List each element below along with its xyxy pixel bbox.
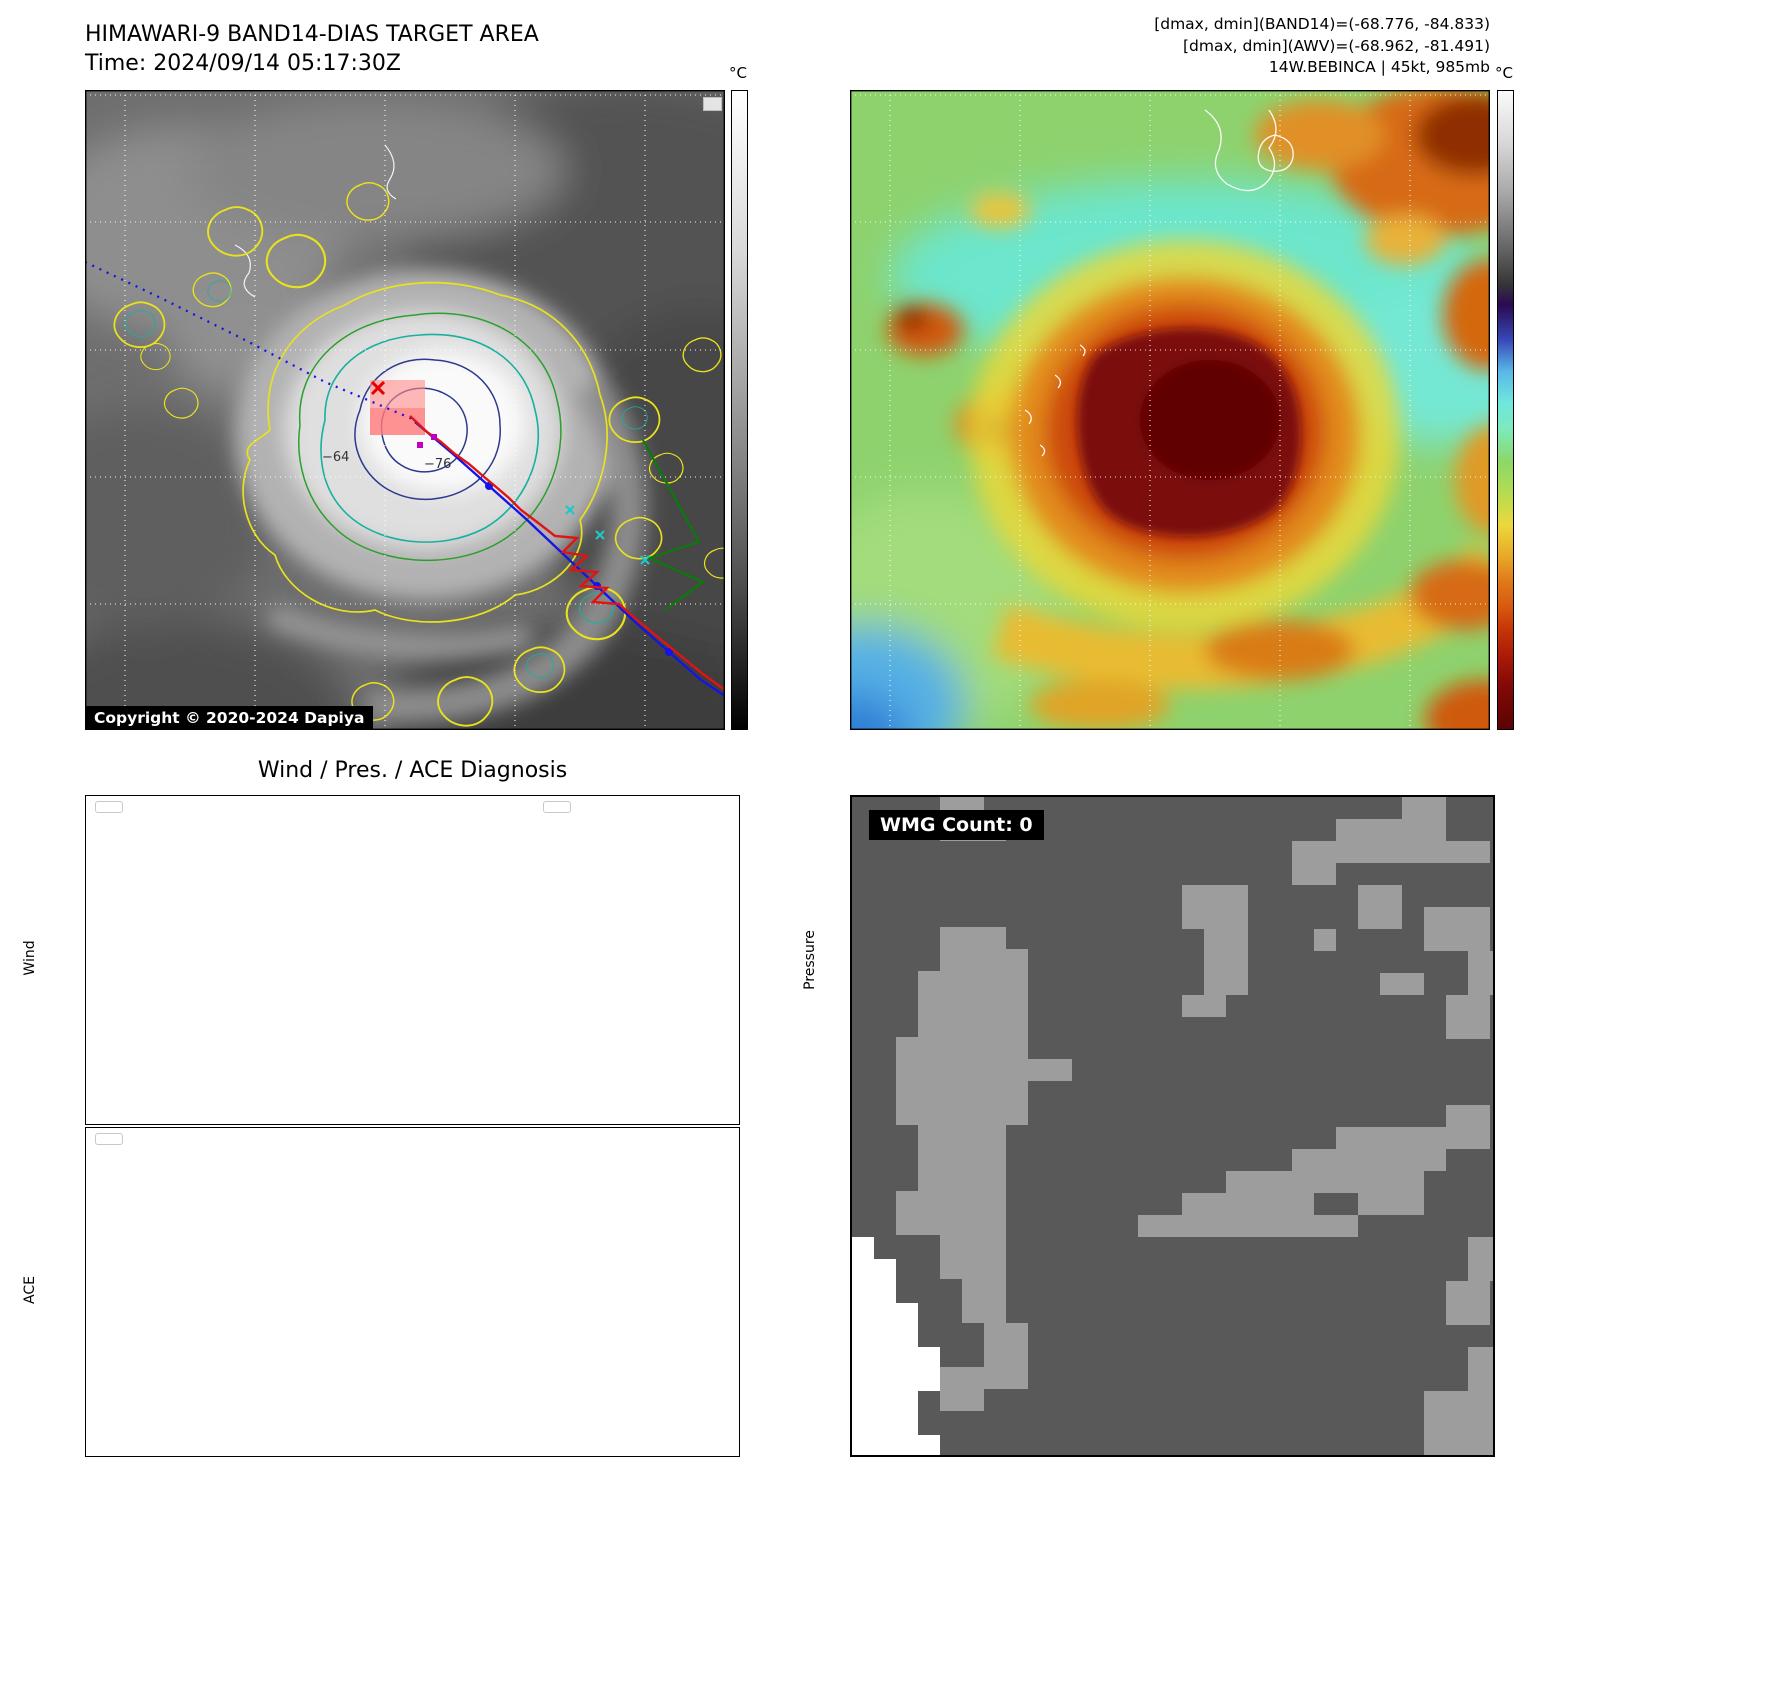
coastline [1024, 109, 1294, 457]
pressure-axis-label: Pressure [802, 930, 818, 990]
contour-label: −76 [424, 457, 451, 472]
band14-colorbar [731, 90, 748, 730]
ir-contours [113, 182, 725, 727]
wind-pressure-chart [85, 795, 740, 1125]
no-data-region [852, 1237, 940, 1455]
satcon-markers [565, 505, 650, 565]
page-title: HIMAWARI-9 BAND14-DIAS TARGET AREA [85, 22, 539, 47]
band14-satellite-map: −64 −76 Copyright © 2020-2024 Dapiya [85, 90, 725, 730]
awv-header-block: [dmax, dmin](BAND14)=(-68.776, -84.833) … [1154, 14, 1490, 79]
colorbar-unit: °C [729, 64, 747, 82]
wmg-coverage-art [852, 797, 1493, 1455]
colorbar-unit: °C [1495, 64, 1513, 82]
enhanced-ir-map [850, 90, 1490, 730]
band14-satellite-art: −64 −76 [85, 90, 725, 730]
dmax-dmin-band14: [dmax, dmin](BAND14)=(-68.776, -84.833) [1154, 15, 1490, 33]
mesoscale-target-box [370, 380, 425, 435]
coastline [234, 144, 397, 298]
floater-track [409, 415, 725, 691]
map-legend [703, 97, 722, 111]
adt-track [642, 439, 706, 611]
band14-title-block: HIMAWARI-9 BAND14-DIAS TARGET AREA Time:… [85, 20, 539, 78]
target-x-icon [370, 380, 386, 396]
wmg-coverage-panel: WMG Count: 0 [850, 795, 1495, 1457]
enhanced-ir-colorbar [1497, 90, 1514, 730]
wmg-count-badge: WMG Count: 0 [869, 810, 1044, 840]
wind-legend [95, 801, 123, 813]
copyright-banner: Copyright © 2020-2024 Dapiya [85, 706, 374, 730]
ace-axis-label: ACE [22, 1276, 38, 1304]
coverage-patches [896, 797, 1493, 1455]
dmax-dmin-awv: [dmax, dmin](AWV)=(-68.962, -81.491) [1183, 36, 1490, 55]
wind-axis-label: Wind [22, 940, 38, 976]
storm-id-intensity: 14W.BEBINCA | 45kt, 985mb [1268, 58, 1490, 76]
graticule [850, 90, 1490, 730]
ace-legend [95, 1133, 123, 1145]
enhanced-ir-art [850, 90, 1490, 730]
tracks [85, 260, 725, 697]
cold-core [1077, 328, 1302, 537]
location-markers [417, 434, 650, 565]
jtwc-track [414, 421, 725, 697]
pressure-legend [543, 801, 571, 813]
timestamp: Time: 2024/09/14 05:17:30Z [85, 51, 401, 76]
diagnosis-title: Wind / Pres. / ACE Diagnosis [257, 758, 568, 783]
contour-label: −64 [322, 450, 349, 465]
ace-chart [85, 1127, 740, 1457]
